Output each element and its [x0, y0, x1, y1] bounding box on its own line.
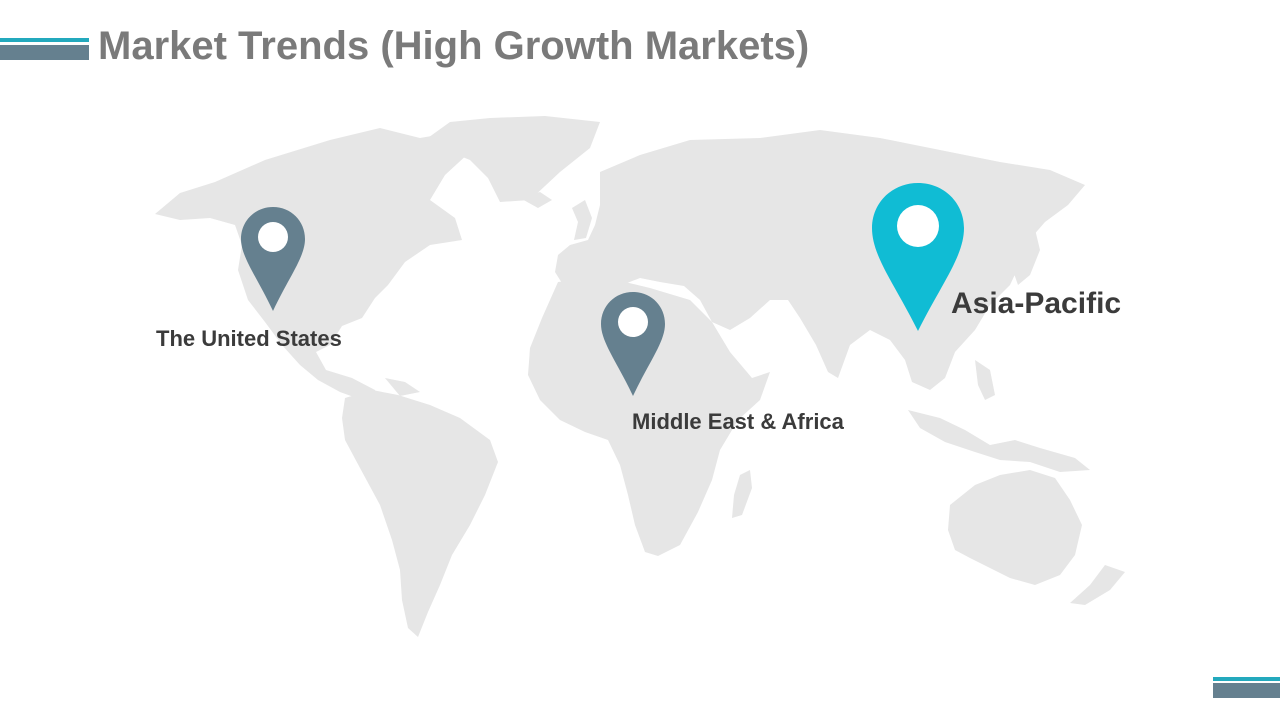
madagascar-landmass: [732, 470, 752, 518]
footer-accent-bar-teal: [1213, 677, 1280, 681]
new-zealand-landmass: [1070, 565, 1125, 605]
map-pin-icon-united-states[interactable]: [239, 205, 307, 315]
caribbean-landmass: [385, 378, 420, 396]
philippines-landmass: [975, 360, 995, 400]
japan-landmass: [1012, 215, 1040, 285]
title-accent-bar-teal: [0, 38, 89, 42]
iceland-landmass: [520, 192, 552, 208]
south-america-landmass: [342, 390, 498, 637]
title-accent-bar-slate: [0, 45, 89, 60]
eurasia-landmass: [555, 130, 1085, 390]
uk-landmass: [572, 200, 592, 240]
southeast-asia-islands-landmass: [908, 410, 1090, 472]
north-america-landmass: [155, 128, 470, 405]
map-pin-icon-asia-pacific[interactable]: [870, 181, 966, 335]
australia-landmass: [948, 470, 1082, 585]
page-title: Market Trends (High Growth Markets): [98, 24, 810, 68]
market-label-united-states: The United States: [156, 326, 342, 351]
africa-landmass: [528, 278, 770, 556]
greenland-landmass: [425, 116, 600, 202]
footer-accent-bar-slate: [1213, 683, 1280, 698]
market-label-asia-pacific: Asia-Pacific: [951, 287, 1122, 320]
map-pin-icon-middle-east-africa[interactable]: [599, 290, 667, 400]
arctic-islands-landmass: [330, 140, 400, 168]
market-label-middle-east-africa: Middle East & Africa: [632, 409, 844, 434]
